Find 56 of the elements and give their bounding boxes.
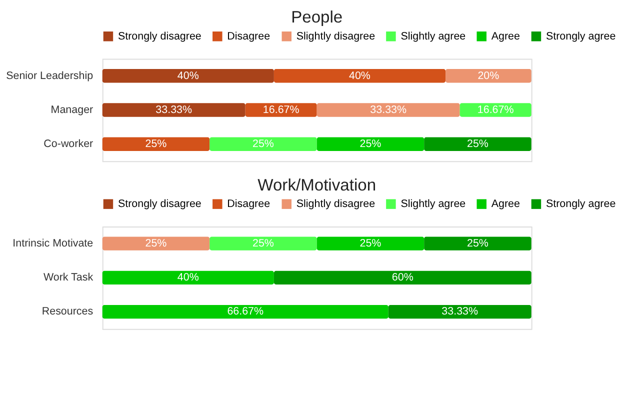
bar bbox=[210, 236, 317, 250]
data-label: 33.33% bbox=[156, 104, 192, 116]
y-tick-label: Work Task bbox=[43, 272, 94, 284]
y-tick-label: Resources bbox=[42, 306, 94, 318]
legend-label: Disagree bbox=[227, 198, 270, 210]
bar bbox=[102, 103, 246, 117]
data-label: 25% bbox=[360, 138, 382, 150]
chart-title: People bbox=[291, 8, 343, 27]
bar bbox=[274, 270, 532, 285]
bar bbox=[446, 69, 532, 83]
bar bbox=[316, 103, 460, 117]
data-label: 25% bbox=[360, 237, 382, 250]
chart-title: Work/Motivation bbox=[258, 175, 376, 194]
bar bbox=[316, 137, 424, 151]
legend-label: Strongly agree bbox=[546, 30, 616, 42]
legend-label: Slightly agree bbox=[400, 30, 466, 42]
bar bbox=[316, 236, 424, 250]
y-tick-label: Senior Leadership bbox=[6, 70, 94, 82]
bar bbox=[102, 236, 210, 250]
bar bbox=[102, 304, 388, 319]
legend-label: Strongly disagree bbox=[118, 198, 202, 210]
legend-label: Agree bbox=[491, 30, 520, 42]
data-label: 25% bbox=[145, 237, 168, 250]
legend-label: Strongly agree bbox=[546, 198, 616, 210]
bar bbox=[274, 69, 446, 83]
data-label: 16.67% bbox=[477, 104, 514, 116]
data-label: 25% bbox=[466, 237, 489, 250]
data-label: 33.33% bbox=[442, 306, 478, 318]
y-tick-label: Intrinsic Motivate bbox=[12, 237, 94, 250]
data-label: 60% bbox=[392, 272, 414, 284]
bar bbox=[102, 69, 274, 83]
bar bbox=[424, 236, 532, 250]
legend-label: Agree bbox=[491, 198, 520, 210]
y-tick-label: Manager bbox=[50, 104, 94, 116]
y-tick-label: Co-worker bbox=[44, 138, 94, 150]
data-label: 16.67% bbox=[262, 104, 300, 116]
data-label: 33.33% bbox=[370, 104, 407, 116]
data-label: 40% bbox=[349, 70, 371, 82]
legend-label: Disagree bbox=[227, 30, 270, 42]
data-label: 40% bbox=[177, 70, 200, 82]
bar bbox=[424, 137, 532, 151]
data-label: 66.67% bbox=[227, 306, 264, 318]
data-label: 20% bbox=[478, 70, 500, 82]
legend-label: Slightly disagree bbox=[296, 30, 376, 42]
bar bbox=[102, 270, 274, 285]
bar bbox=[388, 304, 532, 319]
bar bbox=[210, 137, 317, 151]
data-label: 25% bbox=[466, 138, 489, 150]
data-label: 25% bbox=[252, 237, 274, 250]
legend-label: Strongly disagree bbox=[118, 30, 202, 42]
legend-label: Slightly agree bbox=[400, 198, 466, 210]
data-label: 25% bbox=[252, 138, 274, 150]
bar bbox=[102, 137, 210, 151]
legend-label: Slightly disagree bbox=[296, 198, 376, 210]
data-label: 40% bbox=[177, 272, 200, 284]
data-label: 25% bbox=[145, 138, 168, 150]
